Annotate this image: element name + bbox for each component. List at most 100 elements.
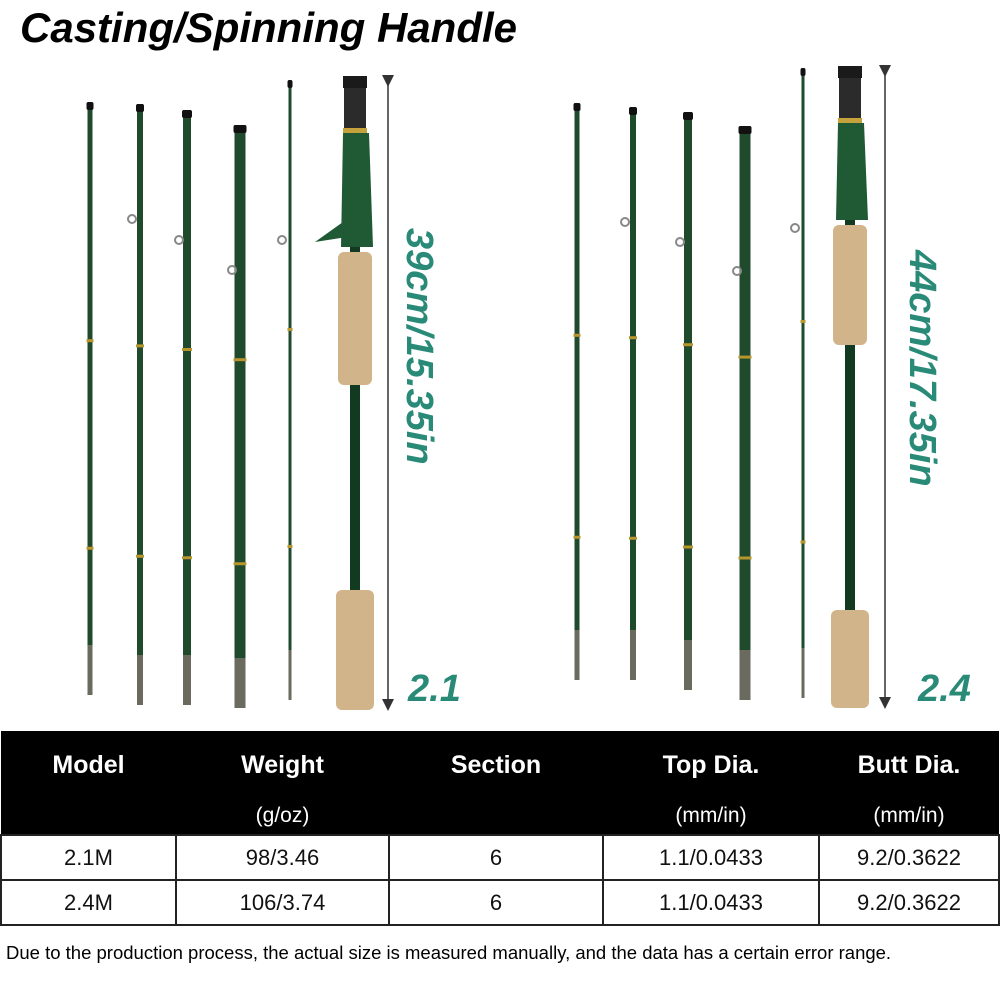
line-guide — [790, 223, 800, 233]
header-label: Butt Dia. — [857, 751, 961, 779]
gold-wrap — [573, 333, 581, 337]
carbon-hood — [839, 78, 861, 118]
line-guide — [620, 217, 630, 227]
rod-ferrule — [738, 126, 752, 134]
gold-wrap — [629, 336, 637, 340]
rod-butt — [801, 648, 805, 698]
rod-ferrule — [683, 112, 693, 120]
reel-nut — [343, 76, 367, 88]
gold-wrap — [683, 343, 693, 347]
disclaimer-note: Due to the production process, the actua… — [6, 942, 892, 963]
cell-weight: 98/3.46 — [175, 834, 390, 881]
rod-section — [87, 102, 93, 695]
header-label: Model — [52, 751, 125, 779]
rod-butt — [630, 630, 636, 680]
rod-butt — [574, 630, 580, 680]
line-guide — [732, 266, 742, 276]
table-row: 2.4M 106/3.74 6 1.1/0.0433 9.2/0.3622 — [0, 879, 1000, 926]
gold-wrap — [233, 562, 247, 566]
header-label: Top Dia. — [662, 751, 760, 779]
rod-ferrule — [287, 80, 293, 88]
trigger — [315, 222, 347, 242]
cell-butt-dia: 9.2/0.3622 — [818, 879, 1000, 926]
handle-blank — [350, 76, 360, 710]
spec-table: Model Weight (g/oz) Section Top Dia. (mm/i… — [0, 731, 1000, 926]
reel-seat — [836, 123, 868, 220]
gold-wrap — [800, 540, 806, 544]
rod-butt — [739, 650, 751, 700]
gold-wrap — [629, 536, 637, 540]
rod-ferrule — [233, 125, 247, 133]
cell-top-dia: 1.1/0.0433 — [602, 834, 820, 881]
cell-section: 6 — [388, 879, 604, 926]
cell-butt-dia: 9.2/0.3622 — [818, 834, 1000, 881]
rod-butt — [288, 650, 292, 700]
cork-rear-grip — [831, 610, 869, 708]
cork-fore-grip — [833, 225, 867, 345]
gold-wrap — [800, 320, 806, 323]
rod-butt — [684, 640, 692, 690]
rod-section — [288, 80, 292, 700]
right-rod-set — [573, 65, 891, 709]
header-butt-dia: Butt Dia. (mm/in) — [819, 731, 999, 835]
left-length-label: 39cm/15.35in — [398, 228, 440, 465]
rod-ferrule — [136, 104, 144, 112]
rod-section — [630, 107, 636, 680]
gold-ring — [343, 128, 367, 133]
gold-wrap — [136, 554, 144, 558]
cell-model: 2.4M — [0, 879, 177, 926]
rod-butt — [183, 655, 191, 705]
rod-section — [183, 110, 191, 705]
cork-fore-grip — [338, 252, 372, 385]
gold-wrap — [287, 328, 293, 331]
table-row: 2.1M 98/3.46 6 1.1/0.0433 9.2/0.3622 — [0, 834, 1000, 881]
gold-wrap — [573, 535, 581, 539]
line-guide — [277, 235, 287, 245]
rod-ferrule — [629, 107, 637, 115]
left-model-label: 2.1 — [408, 668, 461, 710]
rod-section — [137, 104, 143, 705]
header-weight: Weight (g/oz) — [176, 731, 389, 835]
header-label: Section — [450, 751, 542, 779]
gold-ring — [838, 118, 862, 123]
rod-illustration — [86, 65, 891, 711]
page-title: Casting/Spinning Handle — [20, 4, 518, 51]
handle-blank — [845, 66, 855, 708]
right-length-label: 44cm/17.35in — [901, 250, 943, 487]
rod-butt — [234, 658, 246, 708]
gold-wrap — [86, 339, 94, 343]
header-top-dia: Top Dia. (mm/in) — [603, 731, 819, 835]
header-unit: (g/oz) — [255, 804, 310, 827]
header-unit: (mm/in) — [675, 804, 747, 827]
rod-section — [684, 112, 692, 690]
header-unit: (mm/in) — [873, 804, 945, 827]
cork-rear-grip — [336, 590, 374, 710]
line-guide — [174, 235, 184, 245]
cell-section: 6 — [388, 834, 604, 881]
gold-wrap — [86, 546, 94, 550]
gold-wrap — [683, 545, 693, 549]
cell-weight: 106/3.74 — [175, 879, 390, 926]
cell-top-dia: 1.1/0.0433 — [602, 879, 820, 926]
right-model-label: 2.4 — [918, 668, 971, 710]
gold-wrap — [233, 358, 247, 362]
gold-wrap — [287, 545, 293, 548]
rod-section — [739, 126, 751, 700]
rod-butt — [137, 655, 143, 705]
rod-butt — [87, 645, 93, 695]
rod-ferrule — [800, 68, 806, 76]
gold-wrap — [182, 348, 192, 351]
line-guide — [227, 265, 237, 275]
rod-ferrule — [182, 110, 192, 118]
rod-section — [234, 125, 246, 708]
rod-ferrule — [86, 102, 94, 110]
left-rod-set — [86, 75, 394, 711]
line-guide — [127, 214, 137, 224]
carbon-hood — [344, 88, 366, 128]
rod-ferrule — [573, 103, 581, 111]
reel-seat — [341, 133, 373, 247]
rod-section — [801, 68, 805, 698]
reel-nut — [838, 66, 862, 78]
gold-wrap — [182, 556, 192, 560]
header-model: Model — [1, 731, 176, 835]
